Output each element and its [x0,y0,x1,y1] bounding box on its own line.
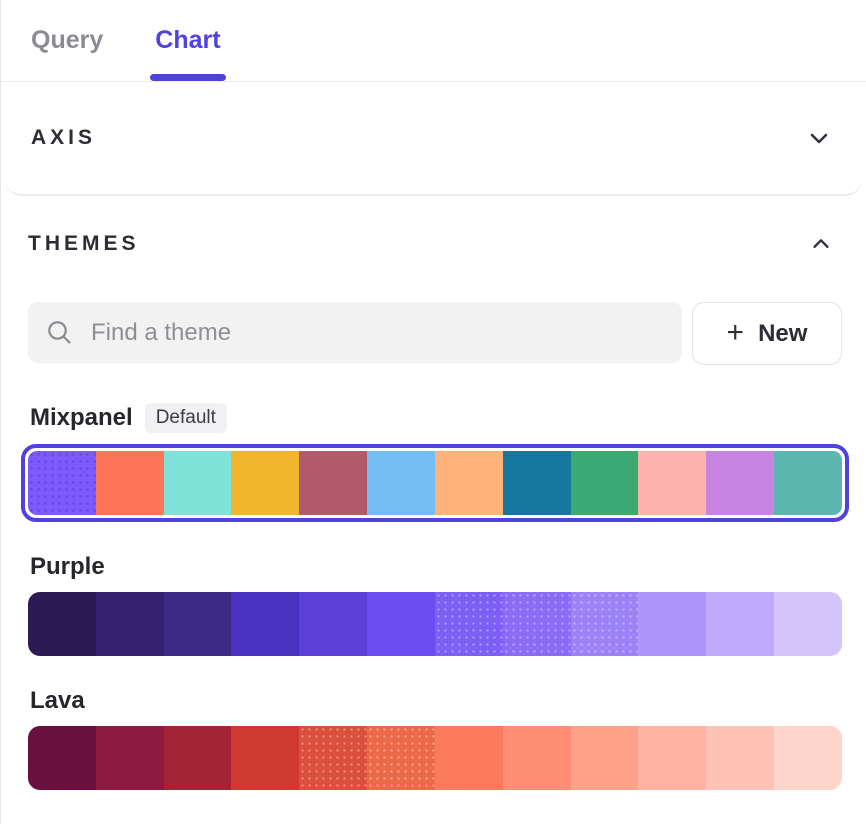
theme-name-row: Lava [30,687,842,715]
theme-item-mint: Mint [28,821,842,824]
selected-theme-ring [21,444,849,522]
color-swatch [774,592,842,656]
theme-default-badge: Default [144,403,227,433]
color-swatch [299,592,368,656]
theme-name-row: Mixpanel Default [30,403,842,433]
themes-section-header[interactable]: THEMES [28,232,842,256]
theme-name: Purple [30,553,105,580]
color-swatch [638,451,707,515]
color-swatch [163,592,232,656]
color-swatch [774,451,842,515]
color-swatch [231,726,300,790]
themes-section-title: THEMES [28,232,140,255]
color-swatch [434,451,503,515]
color-swatch [434,592,503,656]
theme-swatch-row-lava[interactable] [28,726,842,790]
chevron-up-icon[interactable] [810,233,832,255]
plus-icon: + [726,315,745,349]
theme-swatch-row-purple[interactable] [28,592,842,656]
color-swatch [706,726,775,790]
search-input[interactable] [91,318,664,347]
color-swatch [299,726,368,790]
themes-section: THEMES + New [1,196,866,824]
tab-chart[interactable]: Chart [150,0,226,82]
color-swatch [231,592,300,656]
theme-name: Lava [30,687,85,714]
theme-item-purple: Purple [28,553,842,656]
color-swatch [570,592,639,656]
color-swatch [95,592,164,656]
color-swatch [502,451,571,515]
color-swatch [367,451,435,515]
tab-bar: Query Chart [1,0,866,82]
axis-section-header[interactable]: AXIS [4,82,863,196]
color-swatch [95,451,164,515]
search-icon [46,319,73,346]
theme-name: Mixpanel [30,404,133,431]
color-swatch [706,592,775,656]
theme-search-box[interactable] [28,302,682,363]
color-swatch [367,592,435,656]
theme-item-mixpanel: Mixpanel Default [21,403,849,522]
color-swatch [570,451,639,515]
color-swatch [638,592,707,656]
tab-query[interactable]: Query [31,26,104,54]
theme-item-lava: Lava [28,687,842,790]
color-swatch [502,726,571,790]
color-swatch [28,451,96,515]
chevron-down-icon[interactable] [807,126,831,150]
color-swatch [95,726,164,790]
color-swatch [163,726,232,790]
axis-section-title: AXIS [31,126,97,149]
color-swatch [638,726,707,790]
theme-swatch-row-mixpanel[interactable] [28,451,842,515]
themes-toolbar: + New [28,302,842,365]
color-swatch [163,451,232,515]
color-swatch [28,592,96,656]
theme-name: Mint [30,821,79,824]
color-swatch [231,451,300,515]
theme-name-row: Mint [30,821,842,824]
color-swatch [570,726,639,790]
theme-name-row: Purple [30,553,842,581]
theme-list: Mixpanel Default Purple Lava Mint [21,403,849,824]
new-theme-button[interactable]: + New [692,302,842,365]
color-swatch [706,451,775,515]
color-swatch [28,726,96,790]
color-swatch [367,726,435,790]
color-swatch [774,726,842,790]
color-swatch [434,726,503,790]
new-theme-button-label: New [758,319,808,347]
color-swatch [299,451,368,515]
color-swatch [502,592,571,656]
